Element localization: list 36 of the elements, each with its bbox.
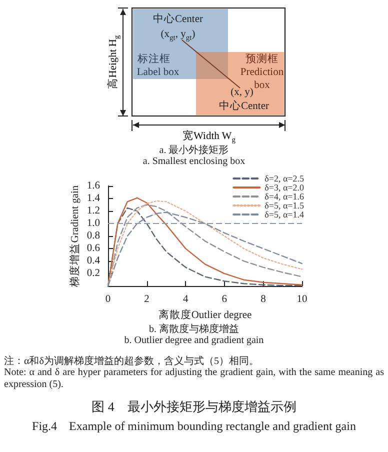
- x-tick-label: 4: [182, 294, 189, 306]
- text: Fig.4 Example of minimum bounding rectangle and gradient gain: [31, 418, 357, 435]
- y-tick-label: 1.4: [86, 193, 101, 204]
- y-tick-label: 0.4: [86, 256, 101, 267]
- text: 中心Center: [153, 12, 204, 25]
- legend-label: δ=3, α=2.0: [264, 182, 304, 192]
- text: a. 最小外接矩形: [158, 144, 230, 157]
- text: 图 4 最小外接矩形与梯度增益示例: [90, 398, 298, 416]
- y-axis-title: 梯度增益Gradient gain: [68, 184, 81, 288]
- x-tick-label: 8: [260, 294, 266, 306]
- text: Note: α and δ are hyper parameters for adjusting the gradient gain, with the same meaning as expression (5).: [4, 367, 384, 391]
- x-tick-label: 10: [296, 294, 308, 306]
- x-tick-label: 0: [105, 294, 111, 306]
- text: 预测框: [246, 53, 278, 65]
- text: b. Outlier degree and gradient gain: [123, 335, 265, 346]
- y-tick-label: 0.8: [86, 230, 100, 242]
- y-tick-label: 1.6: [86, 180, 100, 192]
- text: 宽Width W$_{g}$: [182, 129, 236, 144]
- text: a. Smallest enclosing box: [142, 156, 246, 167]
- text: 标注框: [136, 52, 170, 65]
- text: 注：α和δ为调解梯度增益的超参数，含义与式（5）相同。: [4, 354, 260, 368]
- legend-label: δ=5, α=1.5: [264, 200, 304, 210]
- text: b. 离散度与梯度增益: [148, 322, 240, 336]
- text: 中心Center: [219, 99, 270, 112]
- x-axis-title: 离散度Outlier degree: [158, 308, 252, 321]
- y-tick-label: 1.2: [86, 206, 100, 217]
- x-tick-label: 2: [144, 294, 150, 306]
- y-tick-label: 1.0: [86, 218, 100, 230]
- legend-label: δ=2, α=2.5: [264, 174, 304, 184]
- legend-label: δ=5, α=1.4: [264, 210, 304, 220]
- x-tick-label: 6: [222, 294, 228, 306]
- text: (x$_{gt}$, y$_{gt}$): [160, 29, 196, 42]
- y-tick-label: 0.6: [86, 243, 100, 254]
- legend-label: δ=4, α=1.6: [264, 192, 304, 202]
- y-tick-label: 0.2: [86, 268, 100, 280]
- text: Label box: [136, 67, 180, 78]
